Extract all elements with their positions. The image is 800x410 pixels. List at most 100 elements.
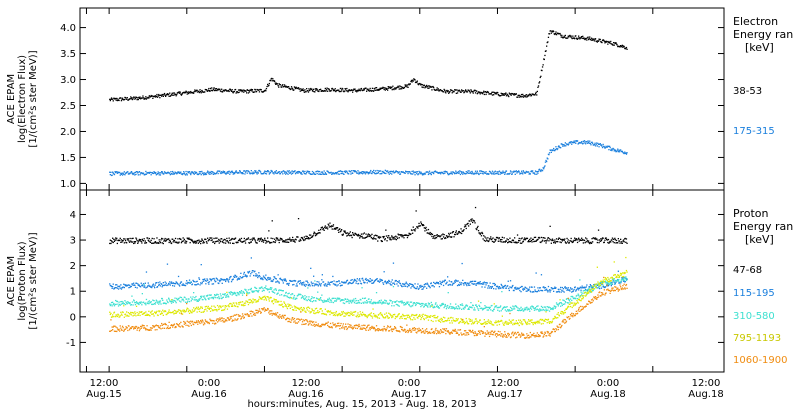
data-point bbox=[364, 236, 367, 239]
data-point bbox=[302, 170, 304, 172]
data-point bbox=[231, 237, 233, 240]
data-point bbox=[155, 171, 157, 174]
data-point bbox=[560, 34, 562, 36]
data-point bbox=[335, 283, 337, 286]
data-point bbox=[514, 173, 516, 175]
data-point bbox=[189, 282, 191, 284]
data-point bbox=[172, 94, 174, 96]
data-point bbox=[132, 315, 134, 317]
data-point bbox=[625, 241, 627, 243]
data-point bbox=[153, 300, 155, 302]
data-point bbox=[265, 90, 267, 92]
data-point bbox=[461, 171, 463, 173]
data-point bbox=[473, 283, 475, 285]
data-point bbox=[602, 143, 604, 146]
data-point bbox=[626, 242, 628, 244]
data-point bbox=[122, 301, 124, 303]
data-point bbox=[399, 88, 402, 90]
data-point bbox=[226, 293, 229, 295]
data-point bbox=[274, 299, 276, 301]
data-point bbox=[601, 145, 603, 147]
data-point bbox=[248, 90, 250, 92]
data-point bbox=[294, 298, 297, 300]
data-point bbox=[536, 171, 538, 173]
data-point bbox=[476, 306, 478, 308]
data-point bbox=[610, 149, 612, 151]
data-point bbox=[455, 231, 457, 234]
data-point bbox=[239, 170, 241, 172]
data-point bbox=[594, 142, 596, 144]
data-point bbox=[553, 147, 555, 150]
data-point bbox=[569, 287, 572, 289]
data-point bbox=[586, 238, 588, 240]
data-point bbox=[433, 286, 435, 288]
data-point bbox=[310, 267, 312, 269]
data-point bbox=[168, 297, 170, 299]
data-point bbox=[617, 151, 619, 153]
data-point bbox=[124, 285, 127, 287]
data-point bbox=[371, 302, 374, 304]
data-point bbox=[624, 278, 626, 280]
data-point bbox=[117, 285, 119, 287]
data-point bbox=[433, 172, 435, 175]
data-point bbox=[314, 280, 316, 282]
data-point bbox=[121, 302, 124, 305]
data-point bbox=[517, 171, 519, 173]
data-point bbox=[377, 171, 379, 174]
data-point bbox=[611, 283, 613, 285]
data-point bbox=[220, 172, 222, 175]
data-point bbox=[154, 95, 156, 98]
data-point bbox=[128, 284, 131, 286]
data-point bbox=[548, 310, 551, 312]
data-point bbox=[353, 170, 355, 172]
data-point bbox=[248, 270, 251, 273]
data-point bbox=[185, 242, 187, 244]
data-point bbox=[541, 290, 544, 292]
data-point bbox=[562, 299, 564, 301]
data-point bbox=[325, 314, 328, 316]
data-point bbox=[380, 236, 382, 238]
data-point bbox=[395, 280, 397, 282]
data-point bbox=[471, 170, 473, 173]
data-point bbox=[300, 281, 302, 284]
data-point bbox=[209, 278, 212, 280]
data-point bbox=[332, 314, 335, 316]
data-point bbox=[366, 279, 368, 281]
data-point bbox=[620, 238, 622, 240]
data-point bbox=[360, 313, 363, 316]
data-point bbox=[447, 172, 449, 174]
data-point bbox=[137, 314, 139, 316]
data-point bbox=[455, 303, 457, 305]
data-point bbox=[367, 172, 369, 174]
data-point bbox=[384, 172, 386, 174]
data-point bbox=[113, 287, 116, 290]
data-point bbox=[341, 284, 343, 286]
data-point bbox=[200, 297, 202, 299]
data-point bbox=[430, 86, 432, 88]
data-point bbox=[603, 146, 605, 148]
data-point bbox=[494, 93, 496, 95]
data-point bbox=[606, 238, 608, 240]
data-point bbox=[135, 173, 137, 175]
data-point bbox=[321, 173, 323, 175]
data-point bbox=[228, 170, 230, 172]
data-point bbox=[537, 170, 540, 172]
data-point bbox=[297, 172, 299, 174]
data-point bbox=[415, 210, 417, 212]
data-point bbox=[579, 279, 581, 281]
data-point bbox=[512, 284, 514, 287]
data-point bbox=[141, 284, 143, 286]
data-point bbox=[309, 89, 311, 91]
data-point bbox=[193, 281, 195, 283]
data-point bbox=[426, 287, 428, 289]
data-point bbox=[382, 282, 384, 284]
data-point bbox=[442, 91, 445, 93]
data-point bbox=[613, 279, 615, 281]
data-point bbox=[403, 86, 406, 88]
data-point bbox=[110, 97, 113, 99]
data-point bbox=[229, 242, 231, 244]
data-point bbox=[353, 278, 356, 281]
data-point bbox=[221, 305, 223, 307]
data-point bbox=[507, 239, 509, 241]
data-point bbox=[327, 281, 329, 283]
